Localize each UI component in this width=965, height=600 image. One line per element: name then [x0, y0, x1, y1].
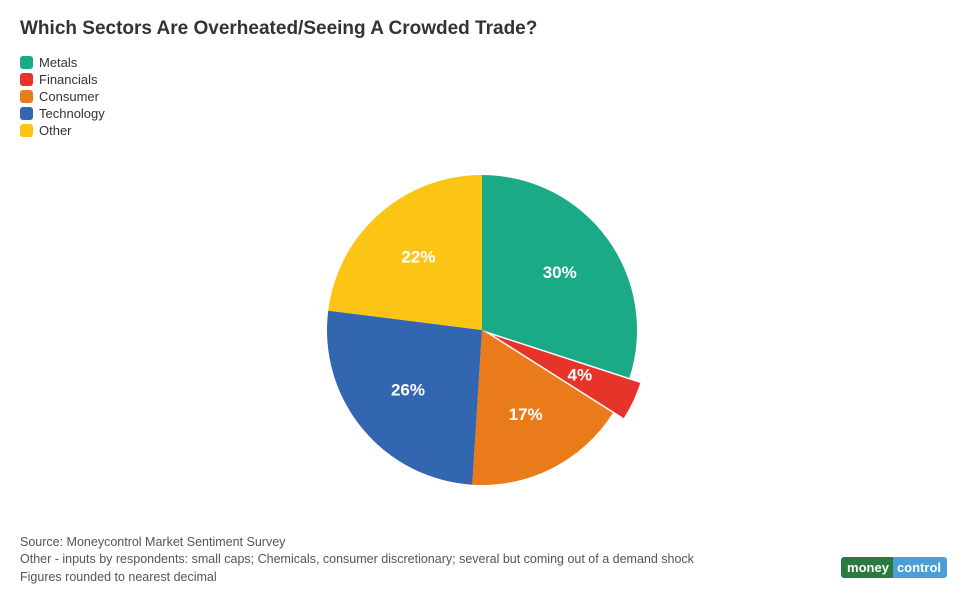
footer-notes: Source: Moneycontrol Market Sentiment Su… — [20, 534, 694, 587]
legend-swatch — [20, 107, 33, 120]
pie-slice-label: 26% — [391, 381, 425, 400]
legend-swatch — [20, 73, 33, 86]
legend-item: Financials — [20, 72, 105, 87]
source-line: Source: Moneycontrol Market Sentiment Su… — [20, 534, 694, 552]
pie-slice-label: 22% — [401, 247, 435, 266]
legend-item: Technology — [20, 106, 105, 121]
legend-swatch — [20, 124, 33, 137]
legend-swatch — [20, 90, 33, 103]
legend-label: Metals — [39, 55, 77, 70]
legend-item: Metals — [20, 55, 105, 70]
legend-item: Other — [20, 123, 105, 138]
pie-slice-label: 30% — [543, 263, 577, 282]
legend: Metals Financials Consumer Technology Other — [20, 55, 105, 140]
legend-swatch — [20, 56, 33, 69]
other-note-line: Other - inputs by respondents: small cap… — [20, 551, 694, 569]
legend-item: Consumer — [20, 89, 105, 104]
legend-label: Financials — [39, 72, 98, 87]
legend-label: Consumer — [39, 89, 99, 104]
rounding-note-line: Figures rounded to nearest decimal — [20, 569, 694, 587]
legend-label: Other — [39, 123, 72, 138]
moneycontrol-logo: moneycontrol — [841, 557, 947, 578]
pie-slice-label: 17% — [509, 405, 543, 424]
legend-label: Technology — [39, 106, 105, 121]
pie-chart: 30% 4% 17% 26% 22% — [0, 160, 965, 510]
pie-slice-label: 4% — [568, 366, 593, 385]
logo-part-money: money — [841, 557, 893, 578]
logo-part-control: control — [893, 557, 947, 578]
chart-title: Which Sectors Are Overheated/Seeing A Cr… — [20, 18, 537, 40]
